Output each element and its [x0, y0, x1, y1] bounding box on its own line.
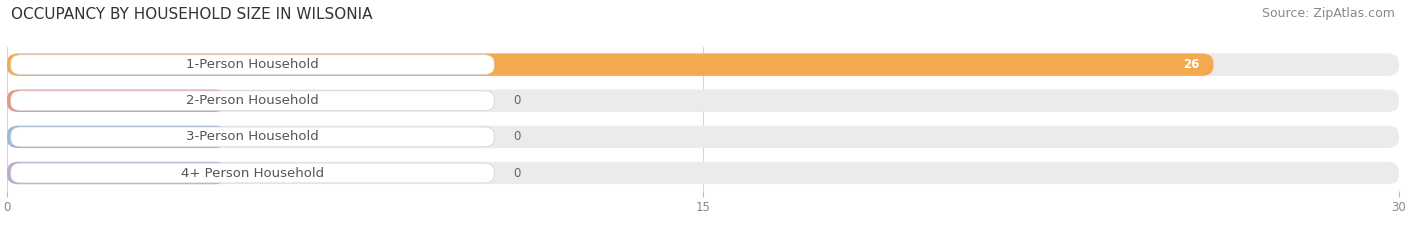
Text: 0: 0: [513, 94, 520, 107]
FancyBboxPatch shape: [7, 162, 226, 184]
FancyBboxPatch shape: [7, 162, 1399, 184]
Text: 2-Person Household: 2-Person Household: [186, 94, 319, 107]
FancyBboxPatch shape: [11, 91, 495, 111]
Text: 1-Person Household: 1-Person Household: [186, 58, 319, 71]
FancyBboxPatch shape: [7, 89, 1399, 112]
FancyBboxPatch shape: [7, 53, 1399, 76]
Text: Source: ZipAtlas.com: Source: ZipAtlas.com: [1261, 7, 1395, 20]
Text: 0: 0: [513, 167, 520, 179]
FancyBboxPatch shape: [7, 89, 226, 112]
FancyBboxPatch shape: [11, 55, 495, 75]
Text: OCCUPANCY BY HOUSEHOLD SIZE IN WILSONIA: OCCUPANCY BY HOUSEHOLD SIZE IN WILSONIA: [11, 7, 373, 22]
FancyBboxPatch shape: [7, 53, 1213, 76]
FancyBboxPatch shape: [11, 163, 495, 183]
FancyBboxPatch shape: [11, 127, 495, 147]
FancyBboxPatch shape: [7, 126, 1399, 148]
FancyBboxPatch shape: [7, 126, 226, 148]
Text: 0: 0: [513, 130, 520, 143]
Text: 26: 26: [1182, 58, 1199, 71]
Text: 4+ Person Household: 4+ Person Household: [181, 167, 323, 179]
Text: 3-Person Household: 3-Person Household: [186, 130, 319, 143]
